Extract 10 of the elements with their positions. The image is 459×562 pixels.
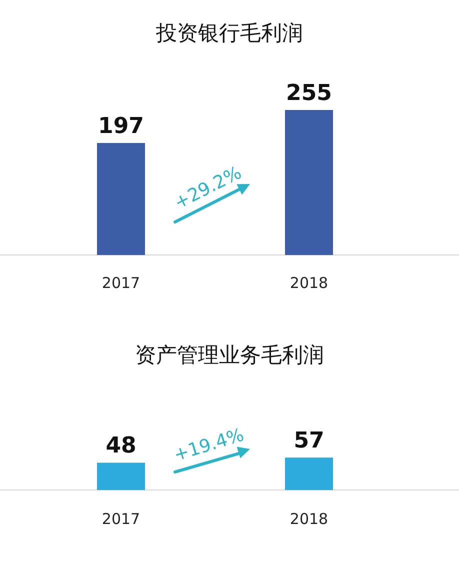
data-label: 197 — [98, 114, 144, 139]
x-tick-label: 2017 — [102, 510, 140, 528]
x-tick-label: 2018 — [290, 510, 328, 528]
x-tick-label: 2018 — [290, 274, 328, 292]
data-label: 255 — [286, 81, 332, 106]
x-tick-label: 2017 — [102, 274, 140, 292]
data-label: 48 — [106, 434, 136, 459]
chart-title: 资产管理业务毛利润 — [135, 343, 324, 367]
chart-title: 投资银行毛利润 — [155, 21, 303, 45]
data-label: 57 — [294, 428, 324, 454]
